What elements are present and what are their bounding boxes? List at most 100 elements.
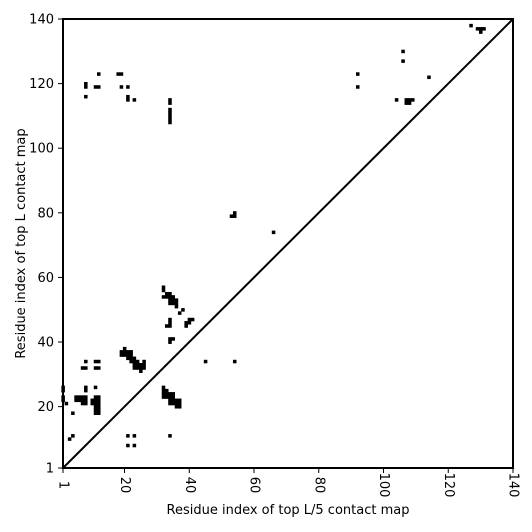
upper-contact-cell <box>168 117 172 122</box>
lower-contact-cell <box>139 369 143 374</box>
lower-contact-cell <box>96 401 101 406</box>
upper-contact-cell <box>84 94 88 99</box>
lower-contact-cell <box>135 366 140 370</box>
lower-contact-cell <box>84 385 88 390</box>
lower-contact-cell <box>129 353 133 357</box>
lower-contact-cell <box>129 350 133 354</box>
lower-contact-cell <box>132 363 137 367</box>
upper-contact-cell <box>168 98 172 102</box>
lower-contact-cell <box>161 388 166 393</box>
lower-contact-cell <box>132 443 137 448</box>
upper-contact-cell <box>229 214 234 218</box>
upper-contact-cell <box>427 75 431 80</box>
upper-contact-cell <box>355 85 360 89</box>
lower-contact-cell <box>126 443 130 448</box>
lower-contact-cell <box>168 392 172 396</box>
lower-contact-cell <box>168 324 172 328</box>
upper-contact-cell <box>407 98 412 102</box>
x-axis-ticks: 1 20 40 60 80 100 120 140 <box>56 468 521 497</box>
upper-contact-cell <box>482 27 486 31</box>
lower-contact-cell <box>184 324 188 328</box>
lower-contact-cell <box>71 434 75 438</box>
lower-contact-cell <box>139 363 143 367</box>
lower-contact-cell <box>164 388 169 393</box>
lower-contact-cell <box>171 298 175 302</box>
upper-contact-cell <box>119 85 124 89</box>
lower-contact-cell <box>174 405 179 409</box>
lower-contact-cell <box>74 398 78 403</box>
y-tick-label: 100 <box>29 142 54 157</box>
upper-contact-cell <box>232 211 237 215</box>
upper-contact-cell <box>407 101 412 105</box>
lower-contact-cell <box>168 434 172 438</box>
upper-contact-cell <box>84 85 88 89</box>
lower-contact-cell <box>126 356 130 361</box>
lower-contact-cell <box>168 301 172 306</box>
lower-contact-cell <box>129 356 133 361</box>
upper-contact-cell <box>116 72 120 76</box>
lower-contact-cell <box>168 337 172 341</box>
lower-contact-cell <box>122 350 127 354</box>
contact-cells <box>61 23 486 448</box>
lower-contact-cell <box>187 321 192 325</box>
lower-contact-cell <box>132 359 137 364</box>
x-tick-label: 40 <box>182 477 197 494</box>
x-tick-label: 100 <box>376 473 391 498</box>
lower-contact-cell <box>164 392 169 396</box>
lower-contact-cell <box>84 366 88 370</box>
y-tick-label: 1 <box>46 462 54 477</box>
lower-contact-cell <box>84 395 88 399</box>
lower-contact-cell <box>126 434 130 438</box>
lower-contact-cell <box>161 295 166 299</box>
lower-contact-cell <box>119 350 124 354</box>
lower-contact-cell <box>177 405 182 409</box>
upper-contact-cell <box>469 23 473 28</box>
lower-contact-cell <box>96 398 101 403</box>
lower-contact-cell <box>80 401 85 406</box>
lower-contact-cell <box>177 398 182 403</box>
lower-contact-cell <box>164 324 169 328</box>
lower-contact-cell <box>93 411 98 416</box>
upper-contact-cell <box>271 230 276 235</box>
lower-contact-cell <box>122 346 127 351</box>
lower-contact-cell <box>126 353 130 357</box>
lower-contact-cell <box>174 301 179 306</box>
upper-contact-cell <box>404 101 409 105</box>
lower-contact-cell <box>168 398 172 403</box>
plot-frame <box>62 18 514 469</box>
lower-contact-cell <box>119 353 124 357</box>
y-tick-label: 40 <box>37 336 54 351</box>
lower-contact-cell <box>93 408 98 412</box>
lower-contact-cell <box>203 359 208 364</box>
lower-contact-cell <box>132 366 137 370</box>
lower-contact-cell <box>168 395 172 399</box>
lower-contact-cell <box>135 363 140 367</box>
lower-contact-cell <box>171 301 175 306</box>
lower-contact-cell <box>74 395 78 399</box>
lower-contact-cell <box>177 401 182 406</box>
lower-contact-cell <box>96 395 101 399</box>
lower-contact-cell <box>168 321 172 325</box>
lower-contact-cell <box>142 359 146 364</box>
upper-contact-cell <box>126 98 130 102</box>
x-axis-label: Residue index of top L/5 contact map <box>167 503 410 518</box>
lower-contact-cell <box>96 366 101 370</box>
upper-contact-cell <box>479 30 483 34</box>
lower-contact-cell <box>142 363 146 367</box>
lower-contact-cell <box>90 398 95 403</box>
lower-contact-cell <box>84 401 88 406</box>
x-tick-label: 80 <box>311 477 326 494</box>
upper-contact-cell <box>479 27 483 31</box>
lower-contact-cell <box>174 401 179 406</box>
upper-contact-cell <box>411 98 415 102</box>
lower-contact-cell <box>142 366 146 370</box>
lower-contact-cell <box>77 398 82 403</box>
upper-contact-cell <box>168 107 172 112</box>
lower-contact-cell <box>177 311 182 315</box>
x-tick-label: 20 <box>117 477 132 494</box>
upper-contact-cell <box>168 101 172 105</box>
lower-contact-cell <box>96 408 101 412</box>
upper-contact-cell <box>96 85 101 89</box>
lower-contact-cell <box>187 317 192 322</box>
